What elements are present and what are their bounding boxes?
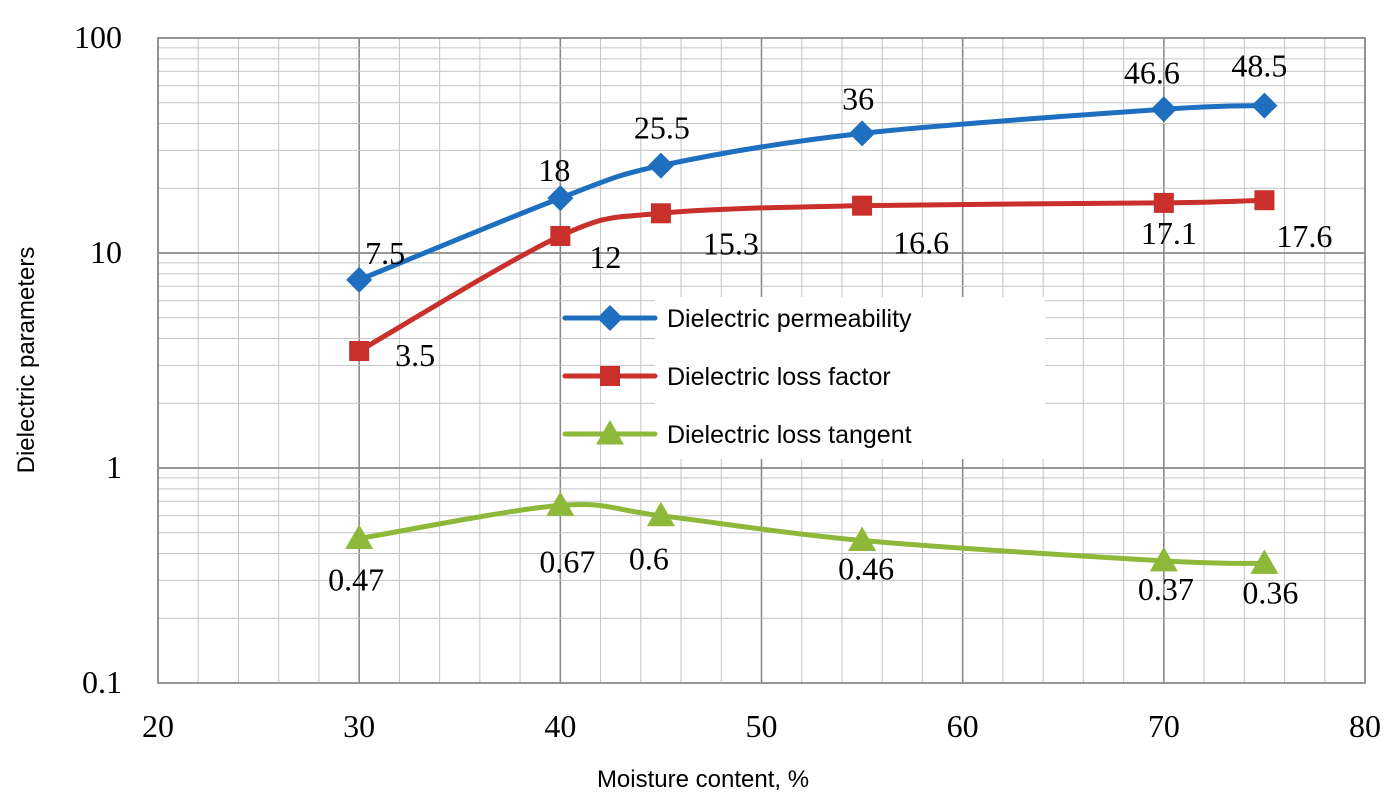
data-label-loss-factor: 3.5 bbox=[395, 337, 435, 373]
data-label-loss-tangent: 0.6 bbox=[629, 541, 669, 577]
data-point-permeability bbox=[647, 152, 674, 179]
data-label-loss-factor: 16.6 bbox=[893, 225, 949, 261]
y-tick-label: 0.1 bbox=[82, 664, 122, 700]
legend-marker-loss-factor bbox=[600, 366, 620, 386]
data-label-loss-factor: 17.1 bbox=[1141, 215, 1197, 251]
plot-frame bbox=[157, 37, 1366, 684]
data-label-permeability: 48.5 bbox=[1231, 48, 1287, 84]
data-label-permeability: 36 bbox=[842, 80, 874, 116]
data-label-permeability: 7.5 bbox=[365, 235, 405, 271]
data-label-loss-factor: 15.3 bbox=[703, 225, 759, 261]
data-label-loss-tangent: 0.36 bbox=[1242, 574, 1298, 610]
x-axis-title: Moisture content, % bbox=[597, 766, 809, 793]
legend-background bbox=[655, 297, 1045, 459]
data-label-permeability: 18 bbox=[538, 152, 570, 188]
tick-labels: 20 30 40 50 60 70 80 0.1 1 10 100 bbox=[74, 19, 1381, 744]
data-point-loss-factor bbox=[550, 225, 571, 246]
x-tick-label: 70 bbox=[1148, 708, 1180, 744]
legend-label-permeability: Dielectric permeability bbox=[667, 305, 912, 333]
data-point-permeability bbox=[1251, 92, 1278, 119]
data-point-loss-tangent bbox=[1149, 546, 1178, 572]
data-point-permeability bbox=[1150, 96, 1177, 123]
data-label-loss-tangent: 0.37 bbox=[1138, 571, 1194, 607]
data-point-loss-factor bbox=[1254, 190, 1275, 211]
data-labels: 7.5 18 25.5 36 46.6 48.5 3.5 12 15.3 16.6 17.1 17.6… bbox=[328, 48, 1332, 611]
legend-label-loss-tangent: Dielectric loss tangent bbox=[667, 421, 912, 449]
legend-label-loss-factor: Dielectric loss factor bbox=[667, 363, 891, 391]
data-label-loss-tangent: 0.47 bbox=[328, 561, 384, 597]
data-point-loss-tangent bbox=[646, 501, 675, 527]
x-tick-label: 30 bbox=[343, 708, 375, 744]
series-group bbox=[345, 92, 1279, 574]
data-point-loss-factor bbox=[650, 203, 671, 224]
data-label-loss-factor: 12 bbox=[589, 239, 621, 275]
data-point-loss-tangent bbox=[546, 491, 575, 516]
data-point-loss-factor bbox=[349, 341, 370, 362]
y-tick-label: 1 bbox=[106, 449, 122, 485]
series-line-loss-tangent bbox=[356, 502, 1267, 566]
data-point-permeability bbox=[346, 266, 373, 293]
data-label-permeability: 25.5 bbox=[634, 110, 690, 146]
legend-marker-permeability bbox=[597, 305, 623, 331]
data-point-loss-factor bbox=[852, 195, 873, 216]
axes bbox=[157, 37, 1366, 684]
data-point-loss-tangent bbox=[848, 526, 877, 552]
data-point-permeability bbox=[849, 120, 876, 147]
x-tick-label: 40 bbox=[544, 708, 576, 744]
data-point-loss-tangent bbox=[345, 524, 374, 549]
data-label-loss-tangent: 0.46 bbox=[838, 551, 894, 587]
data-label-loss-tangent: 0.67 bbox=[539, 543, 595, 579]
data-label-permeability: 46.6 bbox=[1124, 54, 1180, 90]
x-tick-label: 50 bbox=[746, 708, 778, 744]
data-label-loss-factor: 17.6 bbox=[1276, 218, 1332, 254]
data-point-loss-tangent bbox=[1250, 549, 1279, 574]
y-tick-label: 10 bbox=[90, 234, 122, 270]
x-tick-label: 60 bbox=[947, 708, 979, 744]
legend: Dielectric permeability Dielectric loss f… bbox=[562, 297, 1045, 459]
legend-marker-loss-tangent bbox=[596, 420, 624, 445]
y-axis-title: Dielectric parameters bbox=[13, 247, 40, 474]
y-tick-label: 100 bbox=[74, 19, 122, 55]
data-point-loss-factor bbox=[1153, 192, 1174, 213]
x-tick-label: 20 bbox=[142, 708, 174, 744]
x-tick-label: 80 bbox=[1349, 708, 1381, 744]
data-point-permeability bbox=[547, 185, 574, 212]
